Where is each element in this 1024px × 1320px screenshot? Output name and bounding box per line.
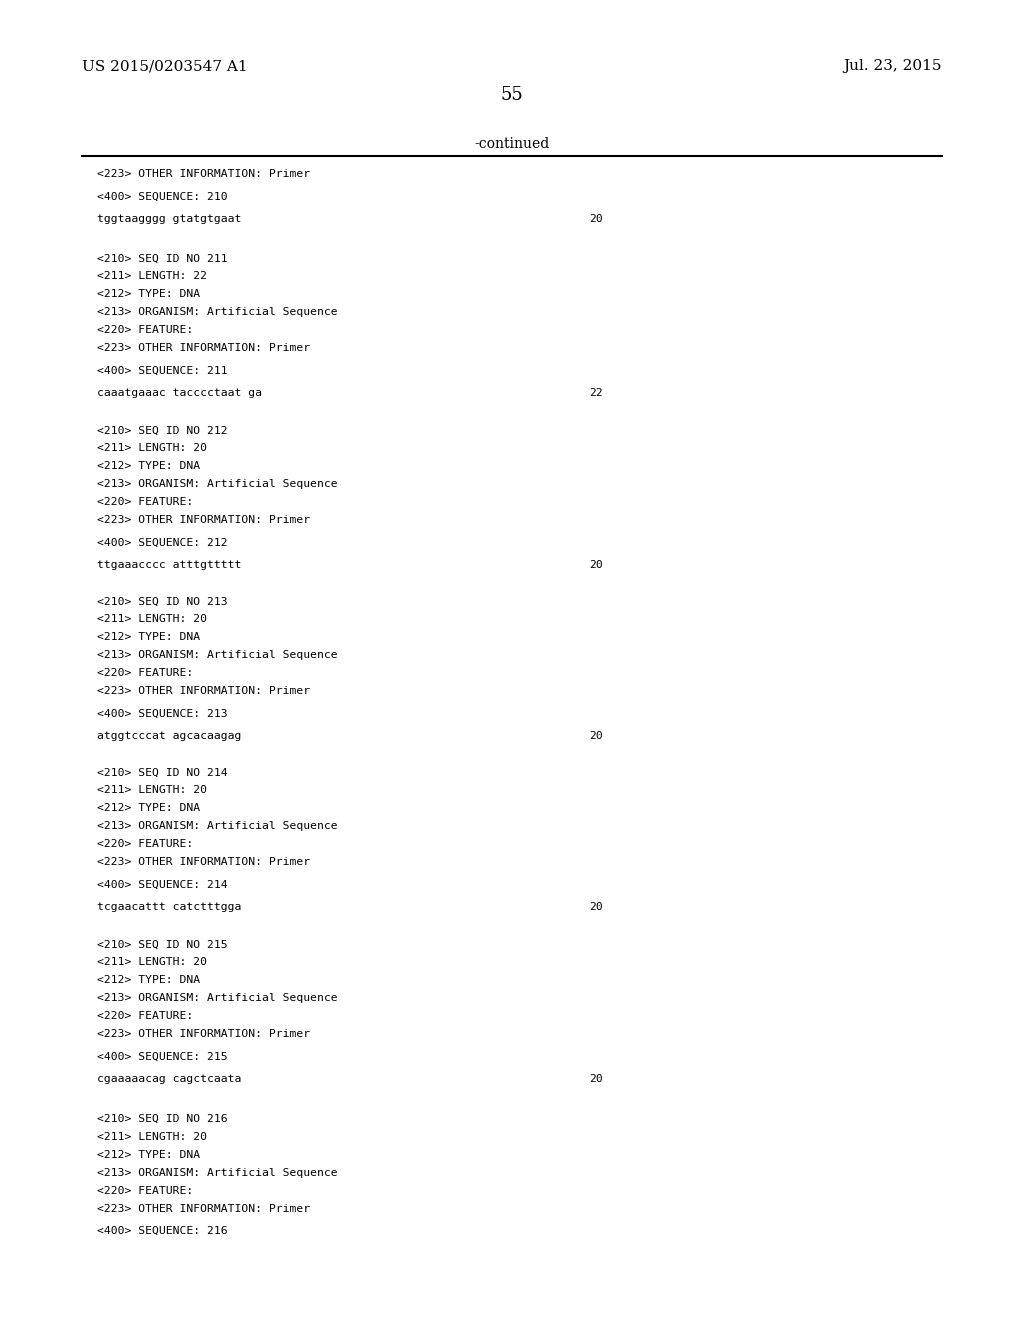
Text: <400> SEQUENCE: 211: <400> SEQUENCE: 211 <box>97 366 228 376</box>
Text: Jul. 23, 2015: Jul. 23, 2015 <box>844 59 942 74</box>
Text: <213> ORGANISM: Artificial Sequence: <213> ORGANISM: Artificial Sequence <box>97 821 338 832</box>
Text: <211> LENGTH: 20: <211> LENGTH: 20 <box>97 1131 207 1142</box>
Text: <223> OTHER INFORMATION: Primer: <223> OTHER INFORMATION: Primer <box>97 1030 310 1039</box>
Text: <212> TYPE: DNA: <212> TYPE: DNA <box>97 632 201 643</box>
Text: <223> OTHER INFORMATION: Primer: <223> OTHER INFORMATION: Primer <box>97 169 310 180</box>
Text: <223> OTHER INFORMATION: Primer: <223> OTHER INFORMATION: Primer <box>97 857 310 867</box>
Text: tggtaagggg gtatgtgaat: tggtaagggg gtatgtgaat <box>97 214 242 224</box>
Text: <213> ORGANISM: Artificial Sequence: <213> ORGANISM: Artificial Sequence <box>97 479 338 490</box>
Text: caaatgaaac tacccctaat ga: caaatgaaac tacccctaat ga <box>97 388 262 399</box>
Text: <223> OTHER INFORMATION: Primer: <223> OTHER INFORMATION: Primer <box>97 1204 310 1213</box>
Text: tcgaacattt catctttgga: tcgaacattt catctttgga <box>97 903 242 912</box>
Text: 55: 55 <box>501 86 523 104</box>
Text: <213> ORGANISM: Artificial Sequence: <213> ORGANISM: Artificial Sequence <box>97 994 338 1003</box>
Text: <400> SEQUENCE: 215: <400> SEQUENCE: 215 <box>97 1052 228 1061</box>
Text: atggtcccat agcacaagag: atggtcccat agcacaagag <box>97 731 242 742</box>
Text: <210> SEQ ID NO 214: <210> SEQ ID NO 214 <box>97 767 228 777</box>
Text: <210> SEQ ID NO 215: <210> SEQ ID NO 215 <box>97 940 228 949</box>
Text: <212> TYPE: DNA: <212> TYPE: DNA <box>97 804 201 813</box>
Text: cgaaaaacag cagctcaata: cgaaaaacag cagctcaata <box>97 1074 242 1084</box>
Text: US 2015/0203547 A1: US 2015/0203547 A1 <box>82 59 248 74</box>
Text: <400> SEQUENCE: 212: <400> SEQUENCE: 212 <box>97 537 228 548</box>
Text: <212> TYPE: DNA: <212> TYPE: DNA <box>97 1150 201 1160</box>
Text: <212> TYPE: DNA: <212> TYPE: DNA <box>97 975 201 985</box>
Text: <210> SEQ ID NO 212: <210> SEQ ID NO 212 <box>97 425 228 436</box>
Text: <400> SEQUENCE: 216: <400> SEQUENCE: 216 <box>97 1226 228 1236</box>
Text: <210> SEQ ID NO 211: <210> SEQ ID NO 211 <box>97 253 228 263</box>
Text: <223> OTHER INFORMATION: Primer: <223> OTHER INFORMATION: Primer <box>97 686 310 696</box>
Text: <213> ORGANISM: Artificial Sequence: <213> ORGANISM: Artificial Sequence <box>97 651 338 660</box>
Text: <211> LENGTH: 20: <211> LENGTH: 20 <box>97 957 207 968</box>
Text: <220> FEATURE:: <220> FEATURE: <box>97 668 194 678</box>
Text: <220> FEATURE:: <220> FEATURE: <box>97 840 194 849</box>
Text: <223> OTHER INFORMATION: Primer: <223> OTHER INFORMATION: Primer <box>97 515 310 525</box>
Text: <220> FEATURE:: <220> FEATURE: <box>97 1185 194 1196</box>
Text: <220> FEATURE:: <220> FEATURE: <box>97 498 194 507</box>
Text: <211> LENGTH: 20: <211> LENGTH: 20 <box>97 614 207 624</box>
Text: <212> TYPE: DNA: <212> TYPE: DNA <box>97 289 201 300</box>
Text: 20: 20 <box>589 1074 602 1084</box>
Text: <400> SEQUENCE: 210: <400> SEQUENCE: 210 <box>97 191 228 202</box>
Text: <210> SEQ ID NO 216: <210> SEQ ID NO 216 <box>97 1114 228 1123</box>
Text: 20: 20 <box>589 731 602 742</box>
Text: <213> ORGANISM: Artificial Sequence: <213> ORGANISM: Artificial Sequence <box>97 1168 338 1177</box>
Text: <211> LENGTH: 22: <211> LENGTH: 22 <box>97 272 207 281</box>
Text: -continued: -continued <box>474 137 550 152</box>
Text: <211> LENGTH: 20: <211> LENGTH: 20 <box>97 785 207 795</box>
Text: <220> FEATURE:: <220> FEATURE: <box>97 1011 194 1022</box>
Text: <220> FEATURE:: <220> FEATURE: <box>97 325 194 335</box>
Text: <212> TYPE: DNA: <212> TYPE: DNA <box>97 462 201 471</box>
Text: ttgaaacccc atttgttttt: ttgaaacccc atttgttttt <box>97 560 242 570</box>
Text: 20: 20 <box>589 214 602 224</box>
Text: <223> OTHER INFORMATION: Primer: <223> OTHER INFORMATION: Primer <box>97 343 310 354</box>
Text: 22: 22 <box>589 388 602 399</box>
Text: <400> SEQUENCE: 213: <400> SEQUENCE: 213 <box>97 709 228 719</box>
Text: <213> ORGANISM: Artificial Sequence: <213> ORGANISM: Artificial Sequence <box>97 308 338 317</box>
Text: <400> SEQUENCE: 214: <400> SEQUENCE: 214 <box>97 879 228 890</box>
Text: <211> LENGTH: 20: <211> LENGTH: 20 <box>97 444 207 453</box>
Text: 20: 20 <box>589 560 602 570</box>
Text: <210> SEQ ID NO 213: <210> SEQ ID NO 213 <box>97 597 228 606</box>
Text: 20: 20 <box>589 903 602 912</box>
